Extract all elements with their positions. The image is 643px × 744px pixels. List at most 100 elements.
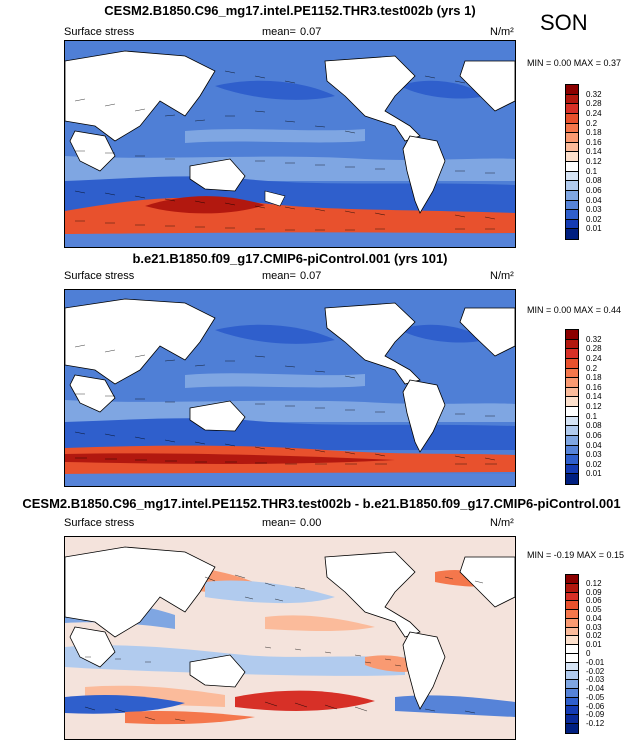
panel-3-colorbar-label: 0 — [586, 649, 591, 658]
panel-2-colorbar-segment — [566, 339, 578, 350]
panel-2-colorbar — [565, 329, 579, 485]
panel-1-colorbar-segment — [566, 123, 578, 134]
panel-2-colorbar-label: 0.2 — [586, 363, 598, 373]
panel-2-colorbar-segment — [566, 416, 578, 427]
panel-3-colorbar-label: -0.05 — [586, 692, 605, 702]
panel-1-variable: Surface stress — [64, 26, 135, 38]
panel-1-colorbar-segment — [566, 85, 578, 95]
panel-3-mean-label: mean= — [262, 517, 296, 529]
panel-3-colorbar-segment — [566, 575, 578, 584]
panel-2-colorbar-segment — [566, 378, 578, 388]
panel-1-units: N/m² — [490, 26, 514, 38]
panel-3-colorbar-label: 0.02 — [586, 631, 602, 641]
panel-1-colorbar-label: 0.03 — [586, 205, 602, 215]
panel-1-colorbar-segment — [566, 200, 578, 211]
panel-1-colorbar-label: 0.24 — [586, 108, 602, 118]
panel-1-colorbar-segment — [566, 171, 578, 182]
panel-3-colorbar-segment — [566, 601, 578, 611]
panel-3-colorbar-label: 0.06 — [586, 596, 602, 606]
panel-1-colorbar-label: 0.14 — [586, 147, 602, 157]
panel-3-map — [64, 536, 516, 740]
panel-1-colorbar-segment — [566, 210, 578, 220]
panel-3-colorbar-segment — [566, 583, 578, 593]
panel-2-colorbar-label: 0.04 — [586, 440, 602, 450]
panel-2-colorbar-label: 0.14 — [586, 392, 602, 402]
panel-1-colorbar-label: 0.2 — [586, 118, 598, 128]
panel-1-colorbar-segment — [566, 133, 578, 143]
panel-1-colorbar-label: 0.06 — [586, 185, 602, 195]
panel-3-colorbar-label: -0.04 — [586, 684, 605, 694]
panel-2-colorbar-label: 0.12 — [586, 402, 602, 411]
panel-3-colorbar-segment — [566, 610, 578, 619]
panel-3-colorbar-segment — [566, 618, 578, 628]
panel-1-colorbar-label: 0.32 — [586, 89, 602, 99]
panel-1-colorbar-label: 0.02 — [586, 214, 602, 224]
panel-3-colorbar-label: -0.06 — [586, 701, 605, 711]
panel-2-colorbar-label: 0.06 — [586, 430, 602, 440]
panel-2-colorbar-label: 0.28 — [586, 344, 602, 354]
panel-3-colorbar-label: -0.02 — [586, 666, 605, 676]
panel-2-colorbar-segment — [566, 464, 578, 475]
panel-1-colorbar-segment — [566, 142, 578, 153]
panel-1-colorbar-label: 0.18 — [586, 128, 602, 138]
panel-3-colorbar-segment — [566, 636, 578, 646]
panel-1-colorbar-segment — [566, 219, 578, 230]
panel-3-colorbar-label: 0.03 — [586, 622, 602, 632]
panel-3-colorbar-label: 0.09 — [586, 587, 602, 597]
panel-2-colorbar-segment — [566, 330, 578, 340]
panel-2-mean-label: mean= — [262, 270, 296, 282]
panel-3-colorbar-segment — [566, 645, 578, 654]
panel-2-colorbar-label: 0.1 — [586, 411, 598, 421]
panel-2-colorbar-label: 0.18 — [586, 373, 602, 383]
panel-2-colorbar-segment — [566, 368, 578, 379]
panel-2-colorbar-label: 0.08 — [586, 421, 602, 431]
panel-3-colorbar — [565, 574, 579, 734]
panel-1-colorbar-label: 0.12 — [586, 157, 602, 166]
panel-3-colorbar-label: 0.01 — [586, 640, 602, 650]
panel-2-colorbar-segment — [566, 349, 578, 359]
panel-2-colorbar-label: 0.03 — [586, 450, 602, 460]
panel-1-mean-label: mean= — [262, 26, 296, 38]
panel-2-map-svg — [65, 290, 515, 486]
panel-3-colorbar-segment — [566, 627, 578, 637]
panel-1-title: CESM2.B1850.C96_mg17.intel.PE1152.THR3.t… — [104, 3, 476, 18]
panel-2-colorbar-segment — [566, 387, 578, 398]
panel-1-colorbar-label: 0.01 — [586, 224, 602, 234]
panel-1-colorbar-segment — [566, 94, 578, 105]
panel-1-colorbar — [565, 84, 579, 240]
panel-2-title: b.e21.B1850.f09_g17.CMIP6-piControl.001 … — [132, 251, 448, 266]
panel-2-colorbar-segment — [566, 435, 578, 446]
panel-1-colorbar-segment — [566, 181, 578, 191]
panel-2-colorbar-label: 0.02 — [586, 459, 602, 469]
panel-3-colorbar-label: -0.09 — [586, 710, 605, 720]
panel-3-mean-value: 0.00 — [300, 517, 322, 529]
panel-3-title: CESM2.B1850.C96_mg17.intel.PE1152.THR3.t… — [22, 496, 621, 511]
panel-3-map-svg — [65, 537, 515, 739]
panel-3-colorbar-label: 0.04 — [586, 613, 602, 623]
panel-2-colorbar-segment — [566, 397, 578, 407]
panel-3-variable: Surface stress — [64, 517, 135, 529]
panel-3-colorbar-segment — [566, 715, 578, 725]
panel-3-units: N/m² — [490, 517, 514, 529]
panel-3-colorbar-segment — [566, 680, 578, 689]
panel-2-minmax: MIN = 0.00 MAX = 0.44 — [527, 305, 622, 315]
panel-2-colorbar-label: 0.32 — [586, 334, 602, 344]
panel-3-colorbar-segment — [566, 724, 578, 733]
panel-2-colorbar-segment — [566, 407, 578, 417]
panel-1-mean-value: 0.07 — [300, 26, 322, 38]
panel-1-colorbar-label: 0.04 — [586, 195, 602, 205]
season-label: SON — [540, 10, 588, 35]
panel-3-colorbar-segment — [566, 671, 578, 681]
panel-1-colorbar-segment — [566, 162, 578, 172]
panel-3-colorbar-segment — [566, 688, 578, 698]
panel-3-colorbar-segment — [566, 592, 578, 602]
panel-2-variable: Surface stress — [64, 270, 135, 282]
panel-3-colorbar-segment — [566, 697, 578, 707]
panel-2-colorbar-segment — [566, 426, 578, 436]
panel-1-colorbar-label: 0.16 — [586, 137, 602, 147]
panel-1-colorbar-segment — [566, 229, 578, 239]
panel-1-map — [64, 40, 516, 248]
panel-3-minmax: MIN = -0.19 MAX = 0.15 — [527, 550, 625, 560]
panel-2-colorbar-label: 0.01 — [586, 469, 602, 479]
panel-1-colorbar-label: 0.28 — [586, 99, 602, 109]
